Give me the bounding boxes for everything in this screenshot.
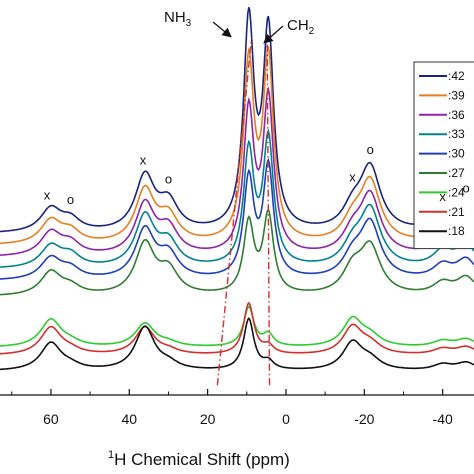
peak-marker-3: o xyxy=(165,172,172,187)
plot-area xyxy=(0,6,474,386)
peak-marker-2: x xyxy=(140,152,147,167)
peak-marker-6: x xyxy=(439,189,446,204)
legend-label-3: :33 xyxy=(448,127,465,141)
series-line-2 xyxy=(0,86,474,256)
legend-label-2: :36 xyxy=(448,108,465,122)
x-axis-title-superscript: 1 xyxy=(108,449,114,461)
series-line-4 xyxy=(0,157,474,280)
peak-marker-7: o xyxy=(463,181,470,196)
x-tick-label-2: 20 xyxy=(200,411,216,427)
x-axis: 60 40 20 0 -20 -40 xyxy=(0,389,474,427)
series-line-0 xyxy=(0,6,474,233)
nh3-arrow xyxy=(212,21,232,38)
legend-label-7: :21 xyxy=(448,205,465,219)
reference-line-0 xyxy=(216,37,253,386)
peak-marker-0: x xyxy=(44,188,51,203)
ch2-label: CH2 xyxy=(287,17,315,37)
peak-marker-4: x xyxy=(349,170,356,185)
x-tick-label-1: 40 xyxy=(121,411,137,427)
x-tick-label-0: 60 xyxy=(43,411,59,427)
legend-label-1: :39 xyxy=(448,88,465,102)
legend-label-6: :24 xyxy=(448,185,465,199)
ch2-arrow xyxy=(263,25,284,44)
legend-label-4: :30 xyxy=(448,147,465,161)
series-line-8 xyxy=(0,317,474,371)
series-line-5 xyxy=(0,208,474,296)
peak-marker-5: o xyxy=(367,142,374,157)
legend-label-0: :42 xyxy=(448,69,465,83)
x-axis-title: 1H Chemical Shift (ppm) xyxy=(108,449,290,469)
legend: :42 :39 :36 :33 :30 :27 :24 :21 :18 xyxy=(413,61,474,250)
legend-label-8: :18 xyxy=(448,224,465,238)
series-line-6 xyxy=(0,305,474,347)
series-line-3 xyxy=(0,128,474,268)
x-tick-label-3: 0 xyxy=(282,411,290,427)
legend-label-5: :27 xyxy=(448,166,465,180)
x-axis-title-text: H Chemical Shift (ppm) xyxy=(114,450,290,469)
peak-marker-1: o xyxy=(67,192,74,207)
series-line-7 xyxy=(0,301,474,355)
nh3-label: NH3 xyxy=(164,9,192,29)
legend-box xyxy=(413,61,474,250)
x-tick-label-5: -40 xyxy=(433,411,453,427)
series-line-1 xyxy=(0,46,474,245)
x-tick-label-4: -20 xyxy=(354,411,374,427)
